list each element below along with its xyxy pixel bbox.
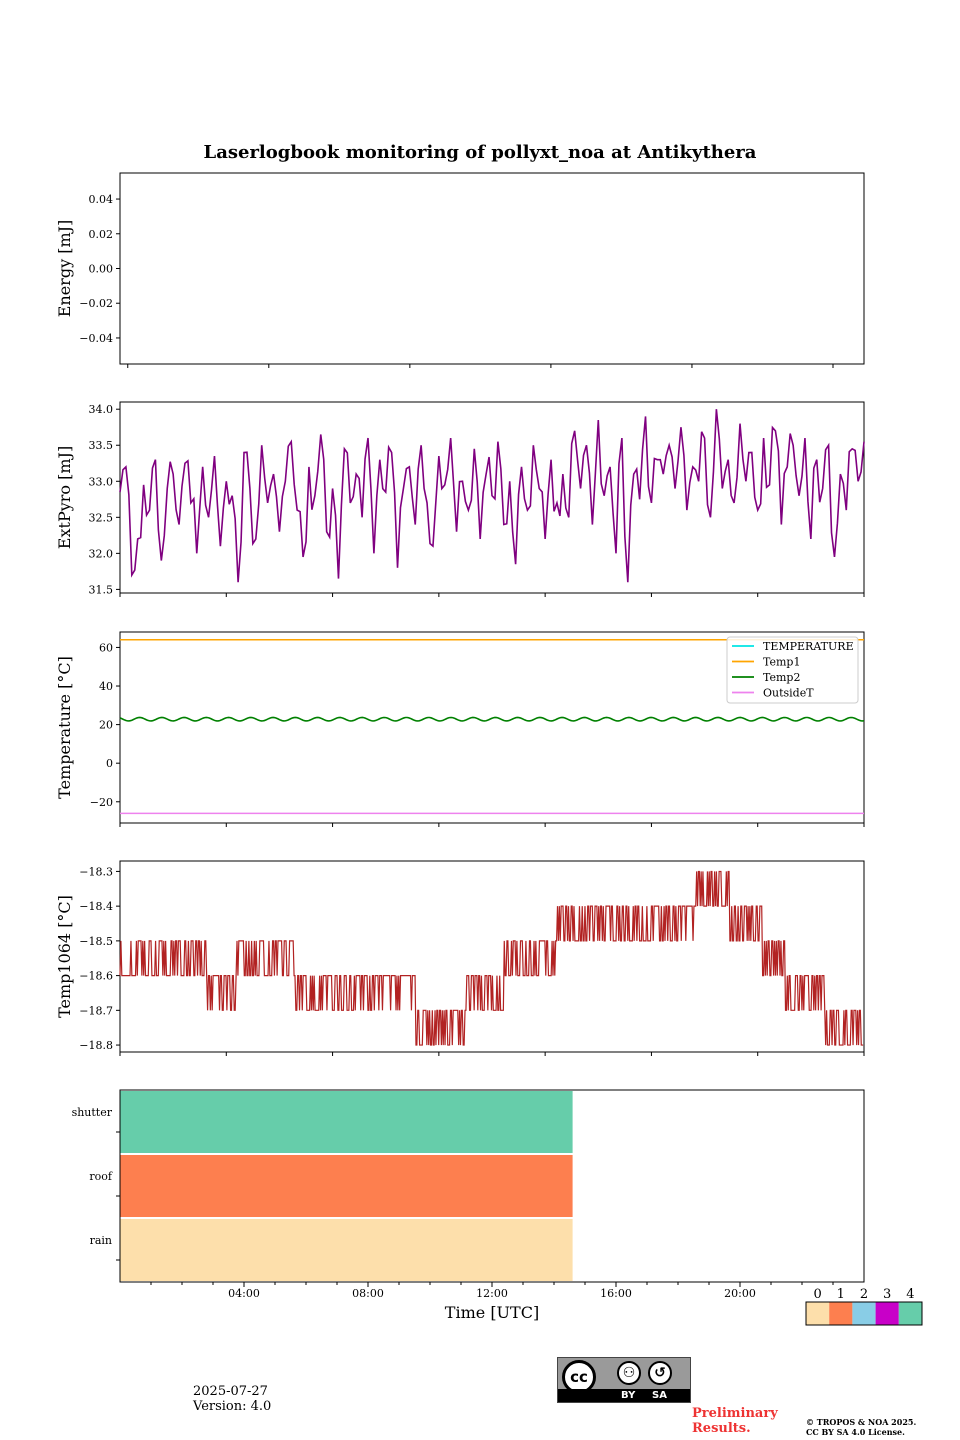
series-temp2-line	[119, 716, 865, 722]
colorbar-swatch-4	[898, 1302, 922, 1325]
series-temp1064-line	[119, 870, 864, 1046]
ytick-label: −0.04	[79, 332, 113, 345]
y-axis-label: Temp1064 [°C]	[55, 895, 74, 1018]
panel-3: 60 40 20 0 −20 Temperature [°C] TEMPERATURE Tem…	[55, 631, 865, 827]
share-alike-icon: ↺	[648, 1361, 672, 1385]
legend-label-temp2: Temp2	[763, 671, 800, 684]
row-label-rain: rain	[90, 1234, 112, 1247]
ytick-label: 32.0	[89, 547, 114, 560]
xtick-label: 12:00	[476, 1287, 508, 1300]
series-extpyro-line	[119, 409, 865, 583]
footer-date: 2025-07-27	[193, 1384, 268, 1399]
cc-by-label: BY	[621, 1390, 636, 1401]
panel-2: 34.0 33.5 33.0 32.5 32.0 31.5 ExtPyro [mJ]	[55, 401, 865, 597]
colorbar-frame	[805, 1301, 923, 1326]
ytick-label: 0.04	[89, 193, 114, 206]
ytick-label: −18.8	[79, 1039, 113, 1052]
footer-version: Version: 4.0	[193, 1399, 272, 1414]
cc-license-logo: cc ⚇ ↺ BY SA	[557, 1357, 691, 1403]
panel-1: 0.04 0.02 0.00 −0.02 −0.04 Energy [mJ]	[55, 172, 865, 368]
legend-label-temperature: TEMPERATURE	[763, 640, 854, 653]
colorbar-tick-3: 3	[883, 1287, 891, 1302]
colorbar-swatch-0	[806, 1302, 830, 1325]
row-label-shutter: shutter	[72, 1106, 113, 1119]
xtick-label: 16:00	[600, 1287, 632, 1300]
legend-label-temp1: Temp1	[763, 656, 800, 669]
legend-box	[726, 636, 859, 704]
status-band-roof	[120, 1155, 573, 1217]
axes-frame	[119, 172, 865, 365]
ytick-label: 31.5	[89, 583, 114, 596]
status-band-rain	[120, 1219, 573, 1281]
axes-frame	[119, 401, 865, 594]
y-axis-label: Temperature [°C]	[55, 656, 74, 799]
ytick-label: −18.4	[79, 900, 113, 913]
colorbar-tick-4: 4	[906, 1287, 914, 1302]
x-axis-label: Time [UTC]	[445, 1303, 539, 1322]
xtick-label: 04:00	[228, 1287, 260, 1300]
ytick-label: 20	[99, 719, 113, 732]
ytick-label: −18.6	[79, 970, 113, 983]
colorbar-tick-0: 0	[813, 1287, 821, 1302]
ytick-label: −20	[90, 796, 113, 809]
colorbar-tick-1: 1	[837, 1287, 845, 1302]
ytick-label: 33.5	[89, 439, 114, 452]
colorbar-swatch-1	[829, 1302, 853, 1325]
ytick-label: −18.5	[79, 935, 113, 948]
ytick-label: 0.00	[89, 263, 114, 276]
ytick-label: 32.5	[89, 511, 114, 524]
attribution-icon: ⚇	[617, 1361, 641, 1385]
ytick-label: −0.02	[79, 297, 113, 310]
xtick-label: 20:00	[724, 1287, 756, 1300]
ytick-label: 0	[106, 757, 113, 770]
figure-title: Laserlogbook monitoring of pollyxt_noa a…	[204, 142, 757, 163]
ytick-label: 34.0	[89, 403, 114, 416]
xtick-label: 08:00	[352, 1287, 384, 1300]
row-label-roof: roof	[89, 1170, 113, 1183]
ytick-label: −18.7	[79, 1004, 113, 1017]
y-axis-label: ExtPyro [mJ]	[55, 446, 74, 549]
legend: TEMPERATURE Temp1 Temp2 OutsideT	[726, 636, 859, 704]
colorbar-swatch-2	[852, 1302, 876, 1325]
ytick-label: −18.3	[79, 865, 113, 878]
panel-5: shutter roof rain 04:00 08:00 12:00 16:00 20:00…	[72, 1089, 865, 1322]
copyright-note: © TROPOS & NOA 2025. CC BY SA 4.0 Licens…	[806, 1417, 916, 1437]
cc-sa-label: SA	[652, 1390, 667, 1401]
colorbar-tick-2: 2	[860, 1287, 868, 1302]
axes-frame	[119, 631, 865, 824]
footer-info: 2025-07-27 Version: 4.0	[193, 1384, 271, 1414]
y-axis-label: Energy [mJ]	[55, 220, 74, 318]
panel-4: −18.3 −18.4 −18.5 −18.6 −18.7 −18.8 Temp1064 […	[55, 860, 865, 1056]
ytick-label: 0.02	[89, 228, 114, 241]
status-band-shutter	[120, 1091, 573, 1153]
preliminary-results: Preliminary Results.	[692, 1406, 778, 1436]
panels: 0.04 0.02 0.00 −0.02 −0.04 Energy [mJ] 34.0 33.…	[55, 172, 865, 1322]
colorbar-swatch-3	[875, 1302, 899, 1325]
legend-label-outsidet: OutsideT	[763, 687, 814, 700]
ytick-label: 40	[99, 680, 113, 693]
copyright-line2: CC BY SA 4.0 License.	[806, 1427, 905, 1437]
ytick-label: 60	[99, 641, 113, 654]
ytick-label: 33.0	[89, 475, 114, 488]
axes-frame	[119, 860, 865, 1053]
copyright-line1: © TROPOS & NOA 2025.	[806, 1417, 917, 1427]
